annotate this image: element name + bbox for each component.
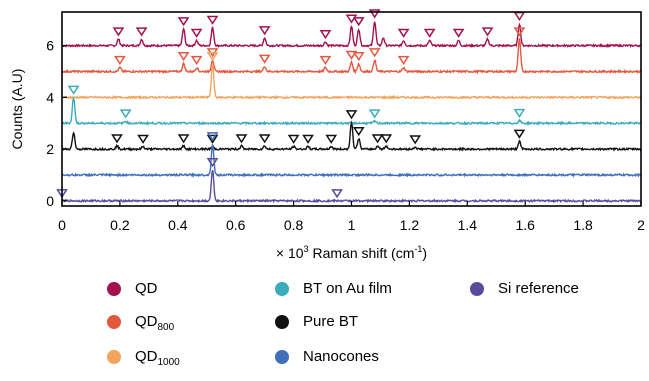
- series-traces: [61, 21, 642, 204]
- legend-item-pure-bt: Pure BT: [275, 313, 358, 331]
- peak-marker-qd: [452, 28, 465, 38]
- peak-marker-qd-800: [345, 50, 358, 60]
- peak-marker-qd-800: [352, 51, 365, 62]
- x-tick-label: 0: [58, 217, 66, 233]
- plot-frame: [61, 11, 642, 207]
- legend-item-qd-1000: QD1000: [107, 348, 180, 368]
- peak-marker-qd-800: [397, 55, 410, 66]
- x-tick-label: 0.2: [110, 217, 130, 233]
- legend-label: Pure BT: [303, 313, 359, 330]
- y-axis-label: Counts (A.U): [9, 69, 25, 150]
- peak-marker-qd-800: [258, 54, 271, 64]
- legend-swatch: [107, 350, 121, 364]
- y-tick-label: 0: [46, 193, 54, 209]
- legend-item-qd-800: QD800: [107, 313, 175, 333]
- x-tick-label: 2: [637, 217, 645, 233]
- peak-marker-qd-1000: [206, 51, 219, 62]
- y-tick-label: 2: [46, 141, 54, 157]
- peak-marker-pure-bt: [325, 134, 338, 144]
- x-axis-ticks: 0 0.2 0.4 0.6 0.8 1 1.2 1.4 1.6 1.8 2: [58, 201, 645, 233]
- peak-marker-qd: [319, 29, 332, 40]
- peak-marker-bt-on-au-film: [67, 85, 80, 95]
- peak-marker-bt-on-au-film: [368, 109, 381, 119]
- series-line-qd-1000: [61, 63, 642, 101]
- legend-swatch: [470, 282, 484, 296]
- legend-swatch: [107, 282, 121, 296]
- x-tick-label: 0.4: [168, 217, 188, 233]
- peak-marker-qd-800: [114, 55, 126, 66]
- peak-marker-pure-bt: [287, 134, 300, 144]
- peak-marker-pure-bt: [352, 126, 365, 137]
- peak-markers: [56, 9, 526, 199]
- legend-label: BT on Au film: [303, 280, 392, 297]
- x-tick-label: 1.4: [458, 217, 478, 233]
- peak-marker-qd: [423, 28, 436, 38]
- peak-marker-qd: [513, 11, 526, 22]
- peak-marker-qd: [206, 15, 219, 25]
- x-tick-label: 0.6: [226, 217, 246, 233]
- peak-marker-qd: [397, 28, 410, 38]
- legend-label: Si reference: [498, 280, 579, 297]
- peak-marker-qd: [135, 27, 148, 37]
- legend-item-nanocones: Nanocones: [275, 348, 379, 366]
- legend-swatch: [275, 315, 289, 329]
- peak-marker-si-reference: [331, 189, 343, 199]
- series-line-qd: [61, 21, 642, 49]
- peak-marker-pure-bt: [513, 129, 526, 139]
- peak-marker-qd-800: [319, 55, 332, 66]
- y-tick-label: 6: [46, 38, 54, 54]
- legend-label: QD1000: [135, 348, 180, 368]
- series-line-nanocones: [61, 144, 642, 178]
- peak-marker-pure-bt: [206, 134, 219, 144]
- legend-swatch: [275, 350, 289, 364]
- legend-item-qd: QD: [107, 280, 158, 298]
- legend-swatch: [275, 282, 289, 296]
- peak-marker-qd: [112, 27, 125, 37]
- legend-label: QD: [135, 280, 158, 297]
- peak-marker-qd-800: [190, 55, 203, 66]
- legend-item-bt-on-au-film: BT on Au film: [275, 280, 392, 298]
- peak-marker-pure-bt: [380, 134, 393, 144]
- peak-marker-qd-800: [368, 48, 381, 58]
- x-tick-label: 0.8: [284, 217, 304, 233]
- peak-marker-pure-bt: [258, 134, 271, 144]
- legend-swatch: [107, 315, 121, 329]
- peak-marker-pure-bt: [177, 134, 190, 144]
- peak-marker-pure-bt: [137, 134, 149, 144]
- peak-marker-pure-bt: [111, 134, 123, 144]
- x-tick-label: 1: [348, 217, 356, 233]
- peak-marker-pure-bt: [345, 110, 358, 120]
- x-tick-label: 1.8: [573, 217, 593, 233]
- peak-marker-qd: [481, 27, 494, 37]
- series-line-qd-800: [61, 38, 642, 75]
- peak-marker-pure-bt: [302, 134, 314, 144]
- y-axis-ticks: 0 2 4 6: [46, 38, 67, 209]
- x-tick-label: 1.2: [400, 217, 420, 233]
- x-axis-label: × 103 Raman shift (cm-1): [276, 244, 427, 261]
- peak-marker-qd: [190, 28, 203, 38]
- peak-marker-bt-on-au-film: [513, 108, 526, 119]
- peak-marker-qd: [177, 17, 190, 27]
- legend-label: Nanocones: [303, 348, 379, 365]
- legend-item-si-reference: Si reference: [470, 280, 579, 298]
- peak-marker-nanocones: [206, 132, 219, 142]
- raman-chart: 0 0.2 0.4 0.6 0.8 1 1.2 1.4 1.6 1.8 2 0 2 4 6 × 103 R…: [9, 9, 645, 261]
- peak-marker-qd: [345, 14, 358, 24]
- peak-marker-pure-bt: [235, 134, 248, 144]
- peak-marker-qd-800: [177, 51, 190, 62]
- x-tick-label: 1.6: [515, 217, 535, 233]
- peak-marker-pure-bt: [409, 135, 422, 145]
- peak-marker-qd: [258, 26, 271, 36]
- peak-marker-qd-800: [513, 27, 526, 37]
- series-line-pure-bt: [61, 120, 642, 152]
- peak-marker-pure-bt: [371, 134, 384, 144]
- peak-marker-si-reference: [206, 158, 219, 168]
- y-tick-label: 4: [46, 89, 54, 105]
- peak-marker-qd: [352, 17, 365, 27]
- peak-marker-qd: [368, 9, 381, 19]
- peak-marker-bt-on-au-film: [119, 109, 132, 119]
- legend-label: QD800: [135, 313, 175, 333]
